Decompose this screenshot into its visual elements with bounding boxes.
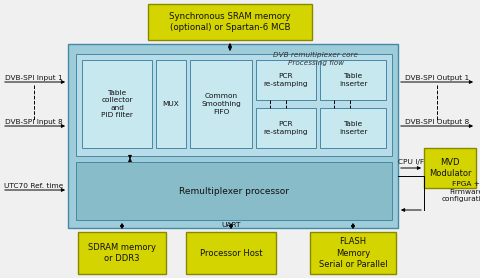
Bar [156,60,186,148]
Bar [256,108,316,148]
Text: UART: UART [221,222,241,228]
Bar [320,60,386,100]
Text: MVD
Modulator: MVD Modulator [429,158,471,178]
Text: DVB-SPI Output 8: DVB-SPI Output 8 [405,119,469,125]
Text: CPU I/F: CPU I/F [398,159,424,165]
Text: PCR
re-stamping: PCR re-stamping [264,73,308,87]
Bar [256,60,316,100]
Bar [424,148,476,188]
Text: DVB-SPI Input 8: DVB-SPI Input 8 [5,119,63,125]
Bar [148,4,312,40]
Bar [320,108,386,148]
Bar [76,162,392,220]
Text: Remultiplexer processor: Remultiplexer processor [179,187,289,195]
Text: Table
inserter: Table inserter [339,121,367,135]
Text: DVB remultiplexer core
Processing flow: DVB remultiplexer core Processing flow [273,52,358,66]
Text: FLASH
Memory
Serial or Parallel: FLASH Memory Serial or Parallel [319,237,387,269]
Bar [76,54,392,156]
Bar [186,232,276,274]
Text: PCR
re-stamping: PCR re-stamping [264,121,308,135]
Bar [82,60,152,148]
Text: MUX: MUX [163,101,180,107]
Text: Processor Host: Processor Host [200,249,262,257]
Text: Table
inserter: Table inserter [339,73,367,87]
Text: DVB-SPI Output 1: DVB-SPI Output 1 [405,75,469,81]
Text: DVB-SPI Input 1: DVB-SPI Input 1 [5,75,63,81]
Bar [310,232,396,274]
Bar [190,60,252,148]
Bar [78,232,166,274]
Text: FPGA +
Firmware
configuration: FPGA + Firmware configuration [442,182,480,202]
Text: Synchronous SRAM memory
(optional) or Spartan-6 MCB: Synchronous SRAM memory (optional) or Sp… [169,12,291,32]
Bar [68,44,398,228]
Text: Table
collector
and
PID filter: Table collector and PID filter [101,90,133,118]
Text: Common
Smoothing
FIFO: Common Smoothing FIFO [201,93,241,115]
Text: SDRAM memory
or DDR3: SDRAM memory or DDR3 [88,243,156,263]
Text: UTC70 Ref. time: UTC70 Ref. time [4,183,64,189]
